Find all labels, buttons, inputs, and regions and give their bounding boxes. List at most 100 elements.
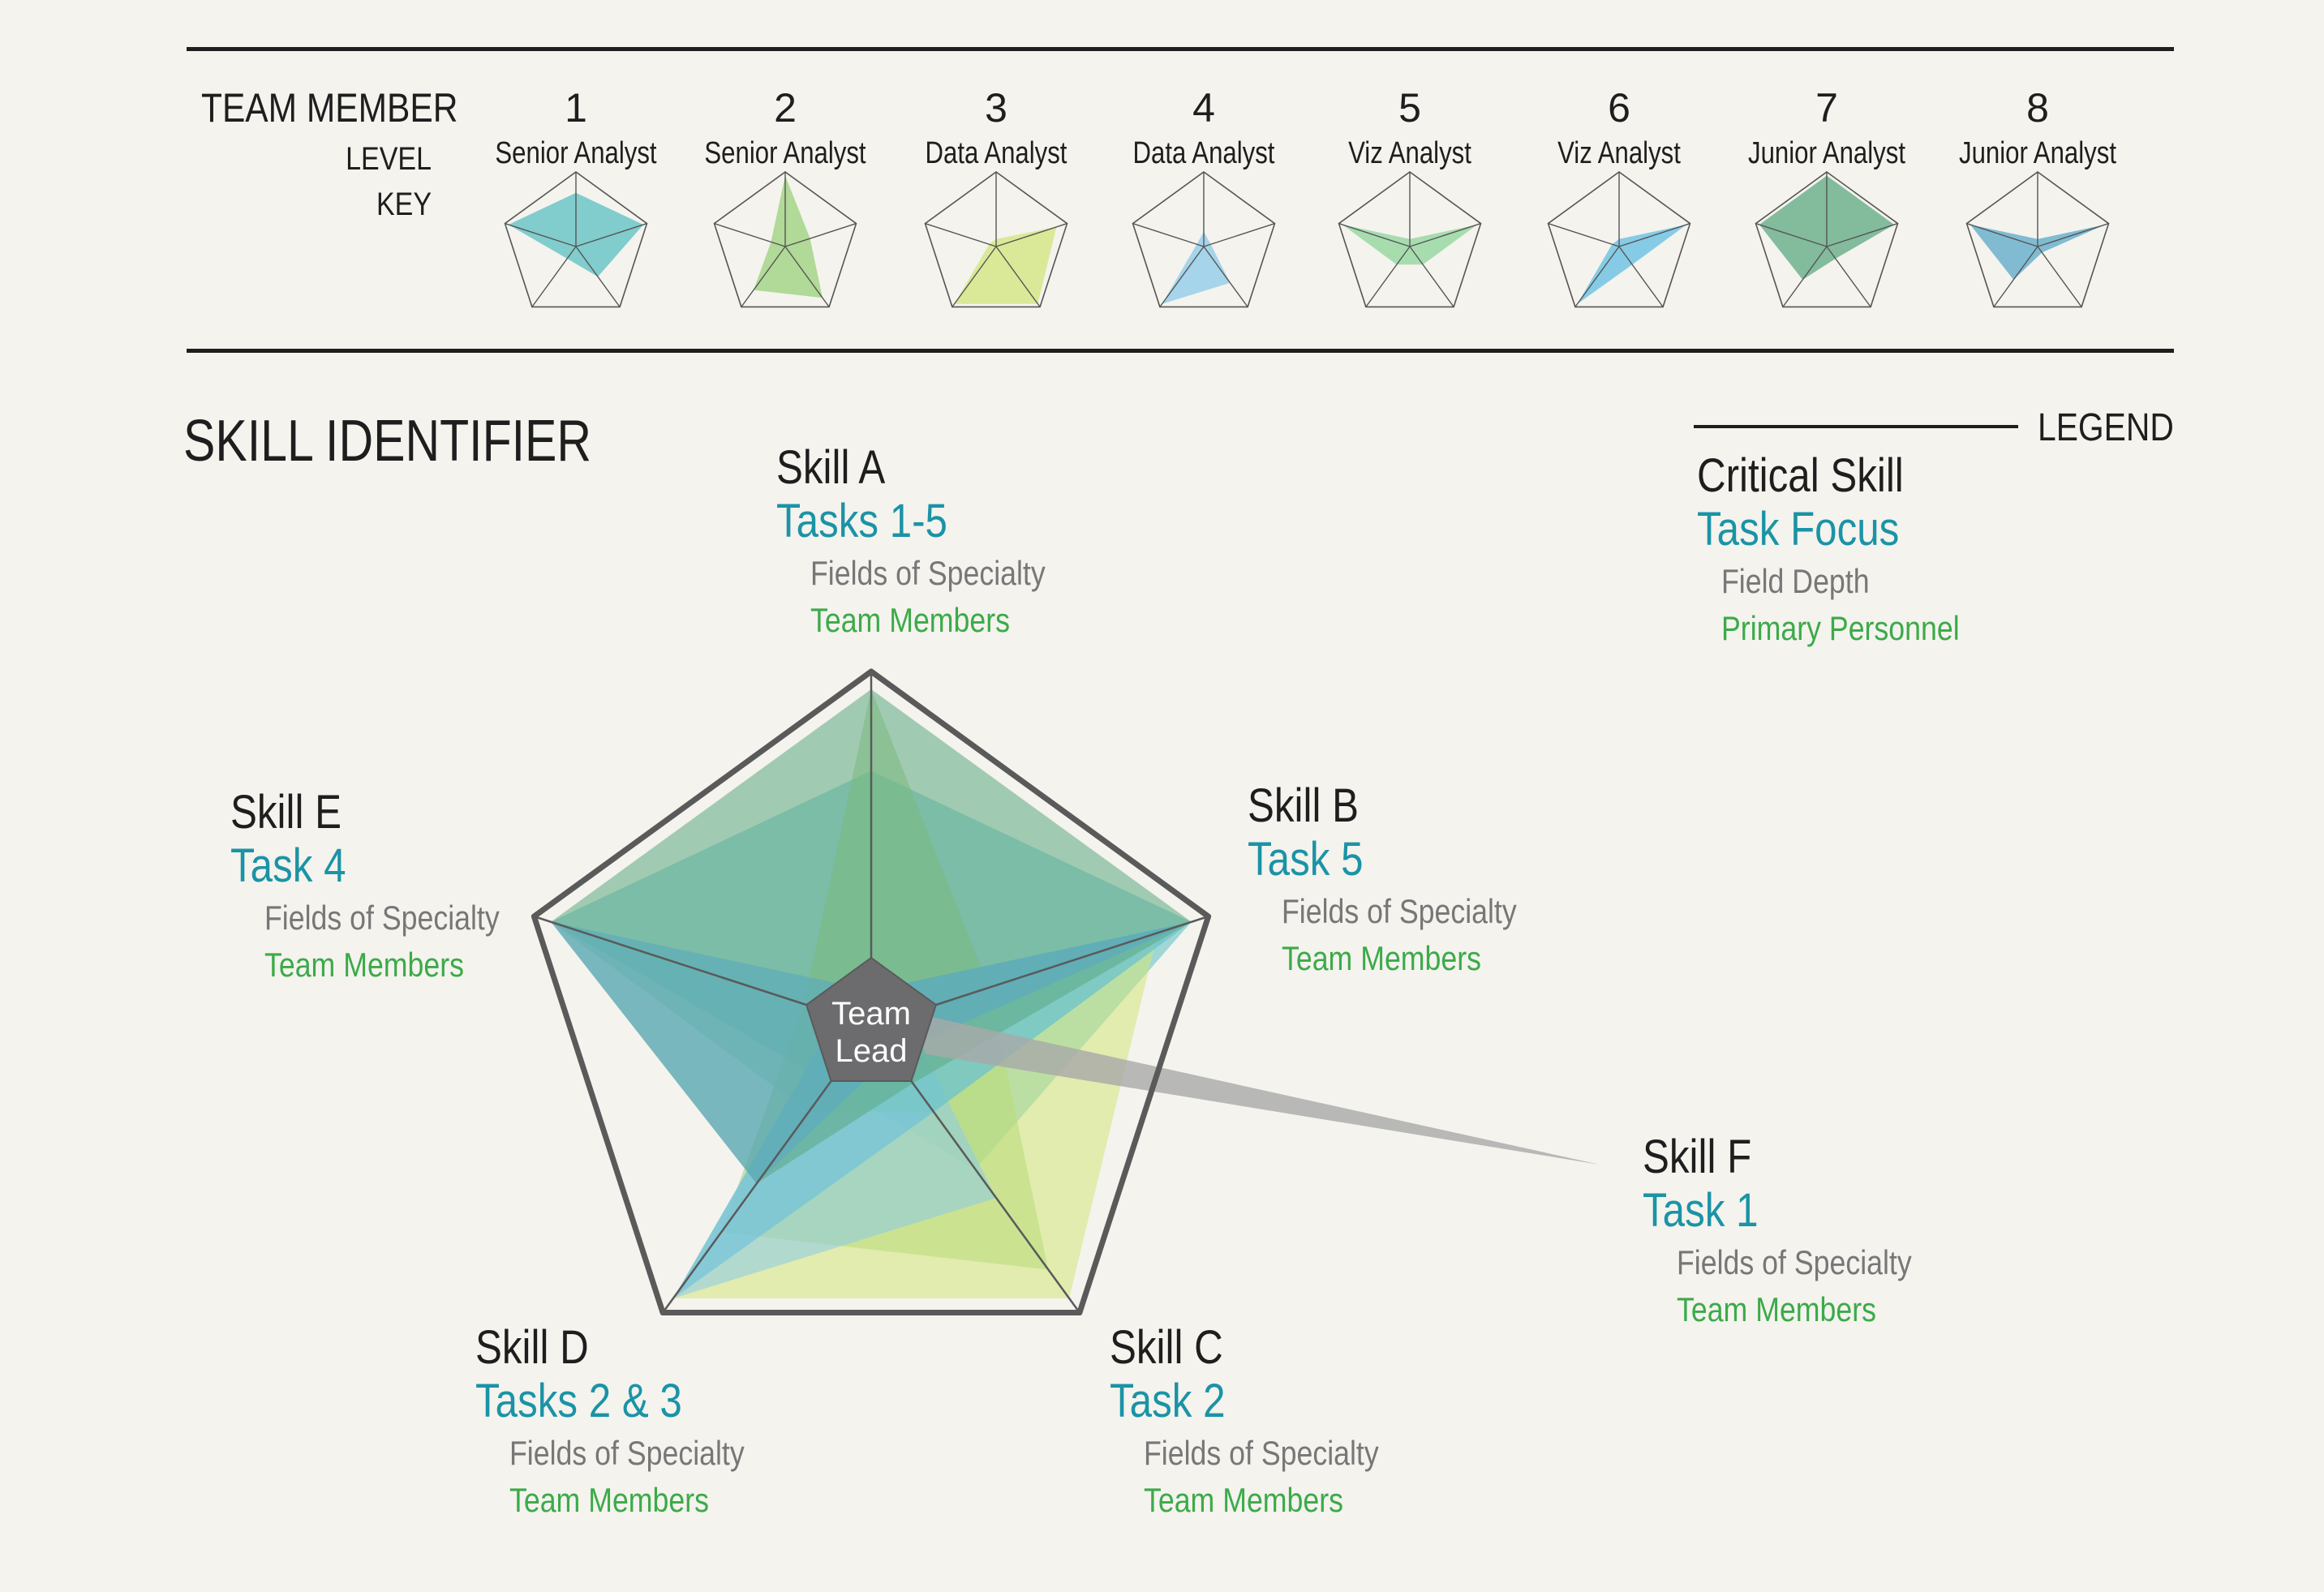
legend-header: LEGEND (2038, 406, 2174, 449)
skill-b-fields: Fields of Specialty (1282, 892, 1517, 930)
key-radar-spoke (1203, 222, 1275, 247)
key-radar-shape (954, 226, 1057, 304)
team-member-7: 7 Junior Analyst (1721, 88, 1932, 169)
key-radar-spoke (1159, 246, 1205, 307)
team-member-number: 7 (1815, 85, 1838, 131)
team-member-8: 8 Junior Analyst (1932, 88, 2143, 169)
skill-d-name: Skill D (475, 1321, 589, 1374)
team-member-level: Data Analyst (1132, 136, 1275, 170)
key-radar-spoke (925, 222, 997, 247)
key-label: KEY (376, 187, 432, 222)
key-radar-spoke (1966, 222, 2038, 247)
skill-f-team: Team Members (1677, 1290, 1876, 1328)
key-radar-spoke (1782, 246, 1828, 307)
skill-e-label: Skill E Task 4 Fields of Specialty Team … (230, 789, 541, 982)
skill-b-name: Skill B (1248, 779, 1359, 832)
key-radar-frame (1755, 171, 1899, 308)
radar-frame (531, 668, 1212, 1315)
radar-spoke (534, 915, 807, 1006)
skill-e-name: Skill E (230, 786, 342, 839)
team-member-number: 5 (1398, 85, 1421, 131)
skill-f-task: Task 1 (1643, 1184, 1759, 1237)
team-member-number: 8 (2026, 85, 2049, 131)
key-radar-3 (924, 171, 1068, 308)
key-radar-spoke (1755, 222, 1828, 247)
key-radar-spoke (784, 222, 857, 247)
skill-a-name: Skill A (776, 441, 886, 494)
key-radar-spoke (1409, 222, 1481, 247)
team-member-number: 1 (565, 85, 587, 131)
key-radar-spoke (784, 246, 830, 307)
skill-b-label: Skill B Task 5 Fields of Specialty Team … (1248, 783, 1558, 976)
key-radar-frame (924, 171, 1068, 308)
key-radar-spoke (1618, 246, 1664, 307)
team-member-key-charts (504, 171, 2110, 308)
legend-field-depth: Field Depth (1721, 562, 1870, 600)
key-radar-spoke (505, 222, 577, 247)
legend-primary-personnel: Primary Personnel (1721, 609, 1960, 647)
skill-e-fields: Fields of Specialty (264, 899, 500, 937)
key-radar-frame (1338, 171, 1482, 308)
team-member-6: 6 Viz Analyst (1514, 88, 1725, 169)
key-radar-shape (1970, 225, 2106, 280)
team-member-2: 2 Senior Analyst (680, 88, 891, 169)
team-member-level: Data Analyst (925, 136, 1067, 170)
key-radar-spoke (1826, 246, 1871, 307)
skill-a-fields: Fields of Specialty (810, 554, 1046, 592)
skill-d-fields: Fields of Specialty (509, 1434, 745, 1472)
key-bottom-rule (187, 349, 2174, 353)
legend-critical-skill: Critical Skill (1697, 449, 1904, 502)
radar-spoke (935, 915, 1209, 1006)
skill-a-task: Tasks 1-5 (776, 495, 947, 547)
skill-c-label: Skill C Task 2 Fields of Specialty Team … (1110, 1324, 1420, 1517)
skill-b-task: Task 5 (1248, 833, 1364, 886)
skill-e-team: Team Members (264, 946, 464, 984)
skill-f-fields: Fields of Specialty (1677, 1243, 1912, 1281)
skill-c-task: Task 2 (1110, 1375, 1226, 1427)
key-radar-spoke (714, 222, 786, 247)
skill-identifier-title: SKILL IDENTIFIER (183, 409, 592, 474)
team-member-header: TEAM MEMBER (201, 85, 458, 131)
key-radar-5 (1338, 171, 1482, 308)
legend-rule (1694, 425, 2018, 428)
level-label: LEVEL (346, 141, 432, 177)
legend: Critical Skill Task Focus Field Depth Pr… (1697, 453, 2001, 646)
key-radar-spoke (575, 222, 647, 247)
key-radar-spoke (1365, 246, 1411, 307)
key-radar-7 (1755, 171, 1899, 308)
team-lead-label-line1: Team (831, 996, 911, 1032)
key-radar-spoke (2037, 222, 2109, 247)
key-radar-shape (1162, 231, 1231, 304)
team-lead-hub (805, 956, 938, 1082)
key-radar-spoke (2037, 246, 2082, 307)
skill-d-task: Tasks 2 & 3 (475, 1375, 682, 1427)
key-radar-spoke (1409, 246, 1454, 307)
key-radar-spoke (1548, 222, 1620, 247)
team-member-level: Viz Analyst (1348, 136, 1471, 170)
radar-spoke (910, 1080, 1080, 1314)
key-radar-frame (1965, 171, 2110, 308)
skill-f-pointer (899, 1010, 1600, 1165)
skill-a-label: Skill A Tasks 1-5 Fields of Specialty Te… (776, 444, 1087, 637)
skill-c-fields: Fields of Specialty (1144, 1434, 1379, 1472)
key-radar-spoke (1618, 222, 1690, 247)
key-radar-spoke (1338, 222, 1411, 247)
skill-e-task: Task 4 (230, 839, 346, 892)
team-member-number: 6 (1608, 85, 1630, 131)
key-radar-spoke (741, 246, 786, 307)
key-radar-spoke (1132, 222, 1205, 247)
top-rule (187, 47, 2174, 51)
key-radar-spoke (995, 222, 1067, 247)
key-radar-spoke (1574, 246, 1620, 307)
team-member-level: Junior Analyst (1747, 136, 1905, 170)
team-member-level: Viz Analyst (1557, 136, 1681, 170)
key-radar-frame (504, 171, 648, 308)
team-member-level: Senior Analyst (704, 136, 866, 170)
radar-spoke (662, 1080, 832, 1314)
key-radar-6 (1547, 171, 1691, 308)
key-radar-4 (1132, 171, 1276, 308)
skill-c-team: Team Members (1144, 1481, 1343, 1519)
skill-f-label: Skill F Task 1 Fields of Specialty Team … (1643, 1134, 1953, 1327)
